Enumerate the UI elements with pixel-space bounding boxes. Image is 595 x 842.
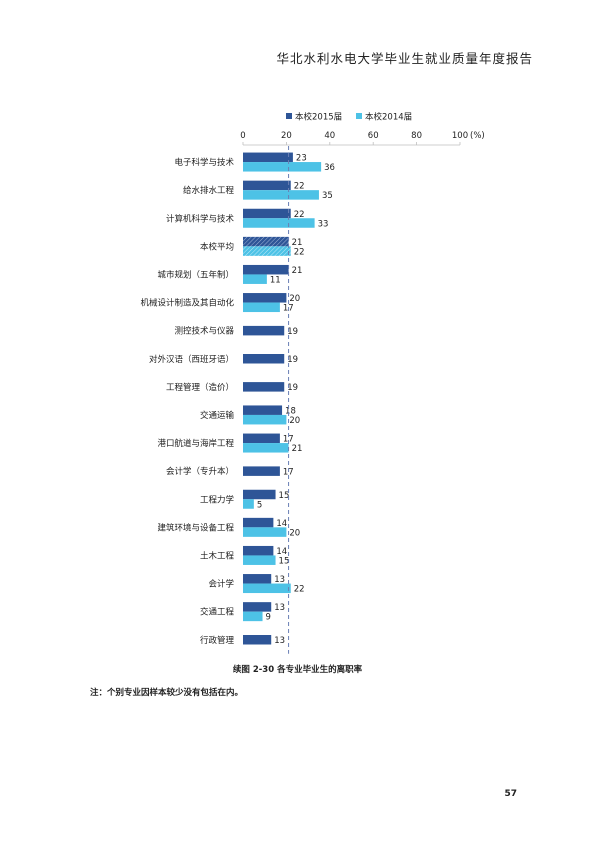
- category-label: 交通运输: [200, 410, 235, 421]
- category-label: 城市规划（五年制）: [157, 269, 234, 280]
- x-tick-label: 40: [324, 131, 335, 141]
- data-label: 21: [292, 444, 303, 454]
- bar-2015: [243, 236, 289, 247]
- page-number: 57: [504, 789, 517, 799]
- bar-2015: [243, 602, 272, 612]
- data-label: 18: [285, 406, 296, 416]
- data-label: 19: [287, 327, 298, 337]
- page-header: 华北水利水电大学毕业生就业质量年度报告: [276, 51, 533, 66]
- bar-2014: [243, 583, 291, 594]
- data-label: 15: [279, 491, 290, 501]
- x-tick-label: 20: [281, 131, 292, 141]
- legend-swatch-1: [356, 113, 362, 119]
- bar-2014: [243, 246, 291, 256]
- data-label: 20: [289, 528, 300, 538]
- data-label: 5: [257, 500, 262, 510]
- category-label: 工程力学: [200, 494, 235, 505]
- category-label: 本校平均: [200, 241, 234, 252]
- category-label: 土木工程: [200, 550, 235, 561]
- bar-2015: [243, 293, 287, 303]
- data-label: 33: [318, 219, 329, 229]
- category-label: 机械设计制造及其自动化: [140, 298, 234, 309]
- x-axis-unit: (%): [470, 131, 485, 141]
- data-label: 20: [289, 294, 300, 304]
- data-label: 36: [324, 163, 335, 173]
- bar-2014: [243, 414, 287, 425]
- bar-2015: [243, 264, 289, 275]
- data-label: 21: [292, 266, 303, 276]
- data-label: 17: [283, 435, 294, 445]
- category-label: 港口航道与海岸工程: [157, 438, 234, 449]
- legend-swatch-0: [286, 113, 292, 119]
- data-label: 19: [287, 383, 298, 393]
- data-label: 14: [276, 547, 287, 557]
- category-label: 建筑环境与设备工程: [157, 522, 234, 533]
- data-label: 22: [294, 585, 305, 595]
- data-label: 9: [266, 613, 271, 623]
- legend-label-0: 本校2015届: [295, 112, 342, 123]
- data-label: 13: [274, 575, 285, 585]
- category-label: 行政管理: [200, 635, 235, 646]
- bar-2015: [243, 405, 283, 415]
- data-label: 11: [270, 275, 281, 285]
- data-label: 13: [274, 636, 285, 646]
- category-label: 对外汉语（西班牙语）: [149, 354, 234, 365]
- category-label: 电子科学与技术: [174, 157, 234, 168]
- bar-2015: [243, 325, 285, 336]
- bar-2014: [243, 443, 289, 453]
- bar-2015: [243, 517, 274, 528]
- bar-2014: [243, 218, 315, 228]
- data-label: 22: [294, 210, 305, 220]
- bar-2015: [243, 208, 291, 219]
- category-label: 给水排水工程: [183, 185, 235, 196]
- bar-2015: [243, 152, 293, 163]
- bar-2014: [243, 611, 263, 622]
- bar-2014: [243, 162, 322, 172]
- bar-2015: [243, 466, 280, 476]
- bar-2015: [243, 574, 272, 584]
- bar-2015: [243, 433, 280, 444]
- bar-2014: [243, 499, 254, 509]
- x-axis: 0 20 40 60 80 100 (%): [240, 131, 485, 146]
- bar-2014: [243, 274, 267, 284]
- bar-2015: [243, 180, 291, 191]
- data-label: 35: [322, 191, 333, 201]
- legend-label-1: 本校2014届: [365, 112, 412, 123]
- data-label: 22: [294, 182, 305, 192]
- figure-caption: 续图 2-30 各专业毕业生的离职率: [232, 665, 363, 675]
- bar-2015: [243, 489, 276, 500]
- data-label: 19: [287, 355, 298, 365]
- x-tick-label: 0: [240, 131, 245, 141]
- bar-2014: [243, 190, 319, 200]
- data-label: 21: [292, 238, 303, 248]
- figure-note: 注：个别专业因样本较少没有包括在内。: [90, 688, 244, 698]
- category-label: 交通工程: [200, 607, 235, 618]
- turnover-rate-chart: 本校2015届 本校2014届 0 20 40 60 80 100 (%) 电子科学与技术 23…: [140, 112, 485, 654]
- data-label: 13: [274, 603, 285, 613]
- x-tick-label: 60: [368, 131, 379, 141]
- data-label: 20: [289, 416, 300, 426]
- category-label: 计算机科学与技术: [166, 213, 235, 224]
- chart-legend: 本校2015届 本校2014届: [286, 112, 412, 123]
- category-label: 工程管理（造价）: [166, 382, 234, 393]
- data-label: 14: [276, 519, 287, 529]
- bar-2015: [243, 382, 285, 392]
- bar-2015: [243, 354, 285, 364]
- data-label: 22: [294, 247, 305, 257]
- category-label: 会计学: [208, 579, 234, 590]
- category-label: 会计学（专升本）: [166, 466, 234, 477]
- category-label: 测控技术与仪器: [174, 326, 234, 337]
- data-label: 17: [283, 467, 294, 477]
- bar-2014: [243, 555, 276, 565]
- data-label: 23: [296, 154, 307, 164]
- x-tick-label: 80: [411, 131, 422, 141]
- bar-2015: [243, 545, 274, 556]
- bar-2014: [243, 302, 280, 313]
- bar-2015: [243, 635, 272, 645]
- data-label: 15: [279, 556, 290, 566]
- x-tick-label: 100: [452, 131, 468, 141]
- bar-2014: [243, 527, 287, 537]
